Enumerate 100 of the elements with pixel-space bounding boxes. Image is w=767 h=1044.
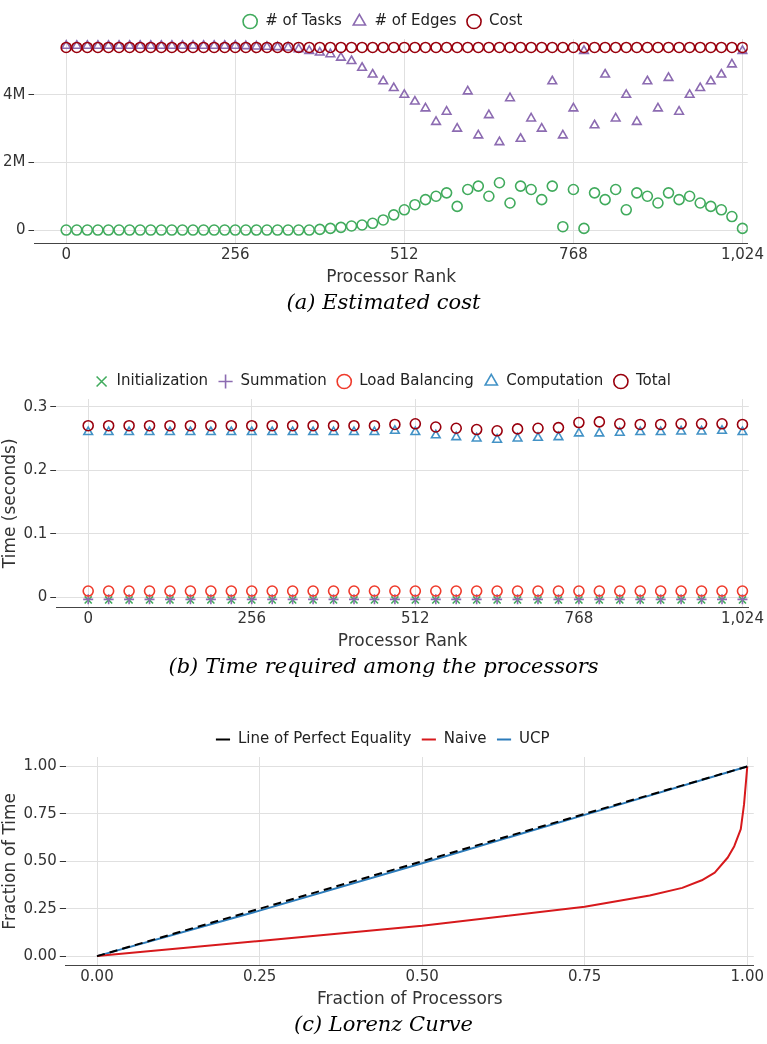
point xyxy=(226,426,237,436)
y-tick-label: 2M xyxy=(2,152,26,171)
point xyxy=(532,432,544,442)
x-axis-title: Processor Rank xyxy=(337,630,468,651)
point xyxy=(613,418,626,430)
legend-label: Load Balancing xyxy=(359,371,474,390)
x-tick-label: 1.00 xyxy=(730,967,764,986)
x-tick-label: 1,024 xyxy=(721,245,764,264)
point xyxy=(410,426,421,436)
legend-label: Initialization xyxy=(116,371,209,390)
point xyxy=(287,426,298,436)
point xyxy=(451,431,462,441)
point xyxy=(429,421,442,433)
x-tick-label: 0.25 xyxy=(242,967,277,986)
point xyxy=(614,426,625,437)
point xyxy=(245,419,258,432)
point xyxy=(613,585,626,597)
y-axis-title: Time (seconds) xyxy=(0,438,19,570)
point xyxy=(205,585,217,597)
point xyxy=(266,585,279,597)
point xyxy=(634,585,647,597)
point xyxy=(511,585,524,597)
x-tick-label: 0 xyxy=(61,245,71,264)
point xyxy=(470,423,483,436)
point xyxy=(716,425,728,435)
point xyxy=(184,419,197,432)
text: (b) Time required among the processors xyxy=(167,654,600,678)
point xyxy=(511,423,524,435)
point xyxy=(144,426,155,436)
point xyxy=(82,585,94,597)
point xyxy=(368,419,381,432)
point xyxy=(205,419,217,432)
point xyxy=(429,585,442,597)
point xyxy=(266,419,279,432)
point xyxy=(737,426,748,436)
point xyxy=(348,585,360,597)
point xyxy=(184,585,197,597)
point xyxy=(164,585,176,597)
point xyxy=(695,418,708,430)
point xyxy=(552,421,565,434)
point xyxy=(675,418,687,430)
point xyxy=(83,426,94,436)
point xyxy=(470,585,483,597)
legend-label: Summation xyxy=(240,371,327,390)
legend-label: # of Tasks xyxy=(265,11,343,30)
legend-label: UCP xyxy=(519,729,550,748)
y-tick-label: 1.00 xyxy=(23,756,57,775)
point xyxy=(450,585,463,597)
point xyxy=(634,418,647,431)
point xyxy=(102,585,115,597)
text: (a) Estimated cost xyxy=(285,290,482,314)
x-tick-label: 0.75 xyxy=(568,967,602,986)
legend-label: Naive xyxy=(443,729,487,748)
point xyxy=(164,426,176,436)
point xyxy=(225,585,238,597)
y-axis-title: Fraction of Time xyxy=(0,792,19,930)
point xyxy=(654,418,667,431)
point xyxy=(573,427,585,437)
point xyxy=(736,585,749,597)
point xyxy=(225,419,238,432)
text: (c) Lorenz Curve xyxy=(292,1012,475,1036)
point xyxy=(696,425,707,435)
x-tick-label: 0.00 xyxy=(80,967,114,986)
point xyxy=(327,419,340,432)
y-tick-label: 4M xyxy=(2,84,26,103)
point xyxy=(185,426,196,436)
point xyxy=(389,418,401,431)
point xyxy=(594,427,605,437)
point xyxy=(307,426,319,436)
x-tick-label: 512 xyxy=(401,609,430,628)
point xyxy=(327,585,340,597)
point xyxy=(307,585,319,597)
point xyxy=(716,418,728,430)
point xyxy=(736,418,749,431)
point xyxy=(348,426,360,436)
point xyxy=(593,416,606,428)
point xyxy=(328,426,339,436)
legend-label: Line of Perfect Equality xyxy=(237,729,412,748)
point xyxy=(491,425,503,437)
x-tick-label: 1,024 xyxy=(720,609,764,628)
point xyxy=(409,585,422,597)
legend-label: Total xyxy=(634,371,671,390)
x-axis-title: Fraction of Processors xyxy=(316,988,503,1009)
point xyxy=(553,431,564,441)
point xyxy=(82,419,94,432)
y-tick-label: 0.2 xyxy=(23,460,48,479)
point xyxy=(655,426,666,436)
y-tick-label: 0.3 xyxy=(23,396,48,415)
point xyxy=(512,432,523,442)
x-tick-label: 0.50 xyxy=(405,967,439,986)
point xyxy=(286,585,299,597)
point xyxy=(409,418,422,430)
point xyxy=(552,585,565,597)
legend-label: # of Edges xyxy=(374,11,457,30)
x-tick-label: 256 xyxy=(220,245,250,264)
point xyxy=(593,585,606,597)
point xyxy=(286,419,299,432)
x-tick-label: 0 xyxy=(83,609,93,628)
point xyxy=(471,432,482,442)
point xyxy=(123,419,135,432)
